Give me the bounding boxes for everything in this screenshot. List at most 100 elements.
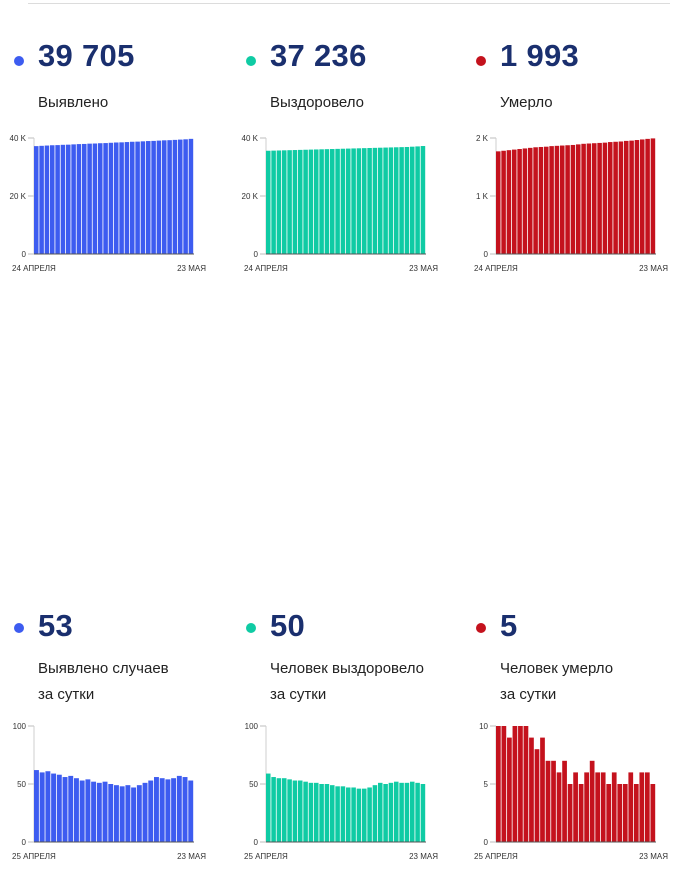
bar: [383, 784, 388, 842]
bar: [330, 785, 335, 842]
bar: [576, 144, 581, 254]
stat-label: Человек умерло за сутки: [500, 656, 690, 708]
bar: [102, 781, 108, 842]
bar: [565, 145, 570, 254]
bar: [573, 772, 578, 842]
stat-card-recovered: 37 236 Выздоровело 0 20 K 40 K 24 АПРЕЛЯ 23 МА…: [232, 0, 458, 290]
bar: [560, 145, 565, 254]
y-tick-label: 0: [22, 250, 27, 259]
bar: [618, 141, 624, 254]
bar-chart-recovered: 0 20 K 40 K 24 АПРЕЛЯ 23 МАЯ: [242, 134, 439, 273]
bar: [165, 779, 171, 842]
bar: [292, 150, 298, 254]
bar: [108, 142, 114, 254]
bar: [538, 146, 544, 254]
bar: [388, 147, 394, 254]
bar: [410, 146, 415, 254]
bar: [319, 784, 324, 842]
stat-label-line: Выявлено: [38, 94, 109, 111]
bar: [597, 142, 602, 254]
legend-dot: [476, 623, 486, 633]
bar: [362, 788, 367, 842]
bar: [96, 782, 102, 842]
y-tick-label: 20 K: [242, 192, 259, 201]
bar: [287, 779, 292, 842]
y-tick-label: 50: [249, 780, 258, 789]
bar: [340, 786, 346, 842]
bar: [578, 784, 584, 842]
stat-label: Выявлено: [38, 90, 228, 116]
bar: [507, 737, 512, 842]
bar: [79, 780, 85, 842]
bar: [608, 142, 613, 254]
bar-chart-daily-died: 0 5 10 25 АПРЕЛЯ 23 МАЯ: [474, 722, 668, 861]
stat-card-daily-died: 5 Человек умерло за сутки 0 5 10 25 АПРЕЛЯ 23 М…: [462, 288, 688, 861]
bar: [159, 778, 165, 842]
bar: [383, 147, 388, 254]
bar: [523, 726, 529, 842]
bar: [378, 782, 383, 842]
bar: [399, 782, 404, 842]
stat-label: Человек выздоровело за сутки: [270, 656, 460, 708]
y-tick-label: 2 K: [476, 134, 489, 143]
bar: [74, 778, 79, 842]
x-start-label: 25 АПРЕЛЯ: [244, 852, 288, 861]
bar: [172, 139, 178, 254]
bar: [372, 147, 378, 254]
bar: [517, 149, 522, 254]
x-start-label: 24 АПРЕЛЯ: [12, 264, 56, 273]
x-end-label: 23 МАЯ: [409, 264, 438, 273]
bar: [39, 772, 45, 842]
bar: [182, 777, 188, 842]
bar: [125, 785, 131, 842]
bar: [271, 150, 276, 254]
bar: [518, 726, 523, 842]
bar-chart-died: 0 1 K 2 K 24 АПРЕЛЯ 23 МАЯ: [474, 134, 668, 273]
bar: [346, 787, 351, 842]
stat-value: 1 993: [500, 38, 580, 73]
bar: [420, 146, 426, 254]
bar: [34, 770, 39, 842]
bar: [119, 786, 125, 842]
bar: [634, 140, 640, 254]
bar: [34, 146, 39, 254]
bar: [108, 784, 114, 842]
bar: [522, 148, 528, 254]
bar: [171, 778, 177, 842]
bar: [151, 140, 156, 254]
bar: [146, 141, 151, 254]
y-tick-label: 0: [22, 838, 27, 847]
stat-card-daily-recovered: 50 Человек выздоровело за сутки 0 50 100 25 АП…: [232, 288, 458, 861]
stat-value: 53: [38, 608, 74, 643]
bar: [298, 149, 303, 254]
bar: [645, 138, 650, 254]
bar: [640, 139, 645, 254]
bar: [549, 146, 554, 254]
bar: [624, 140, 629, 254]
bar: [581, 143, 586, 254]
x-end-label: 23 МАЯ: [639, 852, 668, 861]
bar: [629, 140, 634, 254]
y-tick-label: 50: [17, 780, 26, 789]
bar: [82, 143, 87, 254]
y-tick-label: 10: [479, 722, 488, 731]
bar: [68, 775, 74, 842]
bar: [303, 149, 308, 254]
bar: [308, 149, 314, 254]
bar: [130, 141, 135, 254]
bar: [282, 778, 287, 842]
x-end-label: 23 МАЯ: [177, 264, 206, 273]
stat-label: Выявлено случаев за сутки: [38, 656, 228, 708]
stat-label-line: Умерло: [500, 94, 553, 111]
bar: [148, 780, 154, 842]
bar: [556, 772, 562, 842]
bar: [287, 150, 292, 254]
bar: [44, 145, 50, 254]
x-end-label: 23 МАЯ: [639, 264, 668, 273]
bar: [142, 782, 148, 842]
bar: [92, 143, 98, 254]
bar: [154, 777, 159, 842]
bar: [56, 774, 62, 842]
bar: [410, 781, 415, 842]
legend-dot: [246, 56, 256, 66]
